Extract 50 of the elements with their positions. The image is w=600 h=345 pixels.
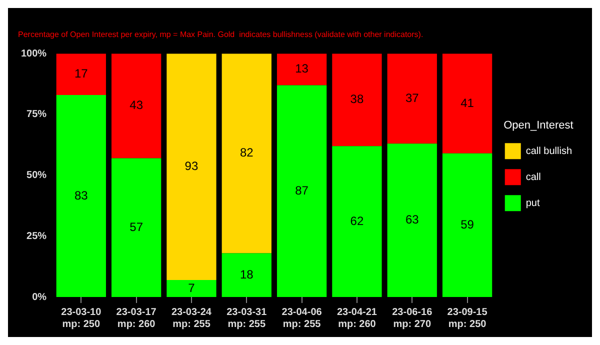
legend-title: Open_Interest (504, 119, 574, 132)
bar (166, 54, 216, 280)
legend-label: call bullish (526, 146, 572, 157)
data-label: 63 (405, 212, 420, 227)
bar (166, 280, 216, 297)
data-label: 17 (74, 66, 88, 81)
legend-label: call (526, 172, 541, 183)
data-label: 87 (295, 183, 309, 198)
data-label: 62 (350, 214, 364, 228)
data-label: 93 (184, 159, 198, 174)
bar (387, 144, 437, 297)
data-label: 37 (405, 90, 420, 105)
data-label: 59 (460, 218, 474, 232)
bar (332, 54, 382, 146)
y-tick-label: 75% (26, 109, 47, 120)
data-label: 38 (350, 92, 364, 106)
data-label: 18 (240, 267, 254, 282)
data-label: 83 (74, 188, 88, 202)
data-label: 41 (460, 96, 474, 110)
bar (442, 153, 492, 297)
bar (276, 54, 327, 86)
bar (222, 54, 272, 254)
bar (56, 94, 106, 297)
x-tick-label: 23-03-10 mp: 250 (61, 306, 102, 330)
x-tick-label: 23-06-16 mp: 270 (392, 306, 433, 330)
y-tick-label: 0% (32, 292, 47, 303)
data-label: 43 (130, 98, 144, 112)
data-label: 7 (188, 280, 196, 295)
bar (276, 85, 327, 297)
x-tick-label: 23-09-15 mp: 250 (447, 306, 488, 330)
x-tick-label: 23-04-21 mp: 260 (336, 306, 378, 330)
data-label: 57 (130, 220, 144, 234)
bar (387, 54, 437, 144)
bar (332, 146, 382, 297)
y-tick-label: 25% (26, 230, 47, 242)
x-tick-label: 23-04-06 mp: 255 (282, 306, 322, 330)
y-tick-label: 100% (21, 48, 47, 60)
legend-label: put (526, 198, 540, 209)
x-tick-label: 23-03-31 mp: 255 (226, 306, 268, 330)
bar (56, 54, 106, 95)
x-tick-label: 23-03-17 mp: 260 (116, 306, 157, 330)
bar (111, 158, 162, 297)
x-tick-label: 23-03-24 mp: 255 (171, 306, 212, 330)
bar (442, 54, 492, 154)
chart-subtitle: Percentage of Open Interest per expiry, mp = Max Pain. Gold indicates bullishness (validate with other indicators). (18, 30, 424, 40)
data-label: 82 (240, 146, 254, 160)
data-label: 13 (295, 62, 309, 76)
bar (222, 253, 272, 297)
y-tick-label: 50% (26, 170, 47, 182)
bar (111, 54, 162, 158)
